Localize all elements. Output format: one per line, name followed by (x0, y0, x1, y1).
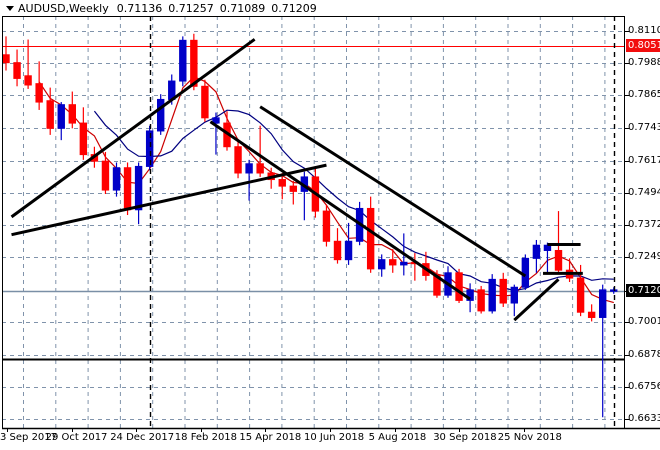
current-price-tag: 0.71209 (626, 283, 660, 297)
date-tick-label: 15 Apr 2018 (239, 432, 302, 443)
open-value: 0.71136 (116, 1, 163, 15)
crosshair-lines (149, 16, 616, 428)
chart-levels (2, 46, 624, 361)
chart-frame (2, 16, 660, 432)
date-tick-label: 18 Feb 2018 (174, 432, 238, 443)
price-tick-label: 0.74945 (628, 186, 660, 198)
chart-header: AUDUSD,Weekly 0.71136 0.71257 0.71089 0.… (0, 0, 323, 16)
price-tick-label: 0.68785 (628, 348, 660, 360)
date-tick-label: 30 Sep 2018 (433, 432, 497, 443)
price-tick-label: 0.66335 (628, 413, 660, 424)
date-tick-label: 3 Sep 2017 (0, 432, 58, 443)
level-tag-red: 0.80518 (626, 39, 660, 53)
high-value: 0.71257 (168, 1, 214, 15)
date-tick-label: 24 Dec 2017 (110, 432, 175, 443)
date-tick-label: 5 Aug 2018 (368, 432, 427, 443)
trendlines[interactable] (10, 38, 583, 322)
price-tick-label: 0.78655 (628, 89, 660, 101)
date-tick-label: 25 Nov 2018 (497, 432, 562, 443)
date-tick-label: 29 Oct 2017 (45, 432, 108, 443)
price-tick-label: 0.72495 (628, 251, 660, 263)
close-value: 0.71209 (271, 1, 317, 15)
date-tick-label: 10 Jun 2018 (304, 432, 365, 443)
symbol-period-label: AUDUSD,Weekly (18, 1, 109, 15)
price-tick-label: 0.81105 (628, 25, 660, 36)
triangle-down-icon[interactable] (6, 5, 14, 11)
chart-grid (2, 16, 624, 428)
low-value: 0.71089 (219, 1, 266, 15)
